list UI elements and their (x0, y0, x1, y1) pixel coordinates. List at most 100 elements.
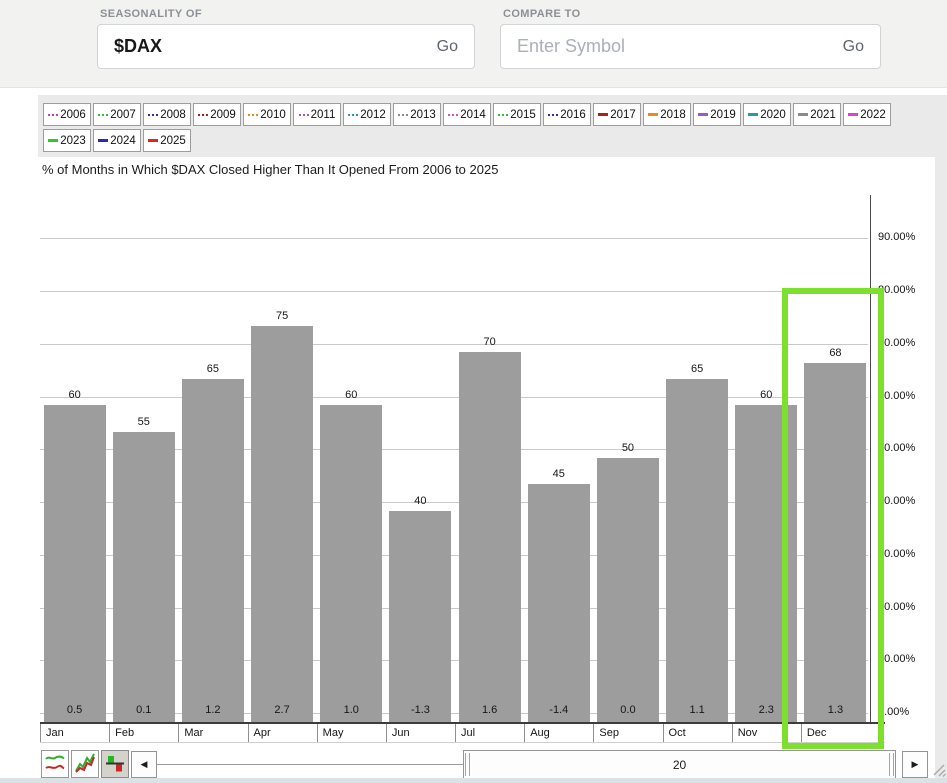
chart-toolbar: ◀ 20 ▶ (38, 747, 935, 779)
year-label: 2020 (760, 108, 786, 121)
y-axis-tick-label: 0.00% (878, 706, 910, 718)
y-axis-tick-label: 40.00% (878, 495, 916, 507)
month-label-dec: Dec (800, 724, 885, 742)
y-axis-tick-label: 70.00% (878, 336, 916, 349)
bar-value-label: 50 (621, 442, 635, 454)
seasonality-chart-panel: 2006 2007 2008 2009 2010 2011 2012 2013 2014 2015… (38, 95, 935, 779)
year-toggle-2015[interactable]: 2015 (493, 103, 541, 126)
year-label: 2006 (60, 108, 86, 121)
year-label: 2019 (710, 108, 736, 121)
year-label: 2025 (160, 134, 186, 147)
year-toggle-2010[interactable]: 2010 (243, 103, 291, 126)
bar-value-label: 65 (206, 363, 220, 375)
thumb-grip-left-icon (465, 753, 470, 776)
year-line-swatch (598, 113, 609, 116)
month-label-jan: Jan (40, 724, 109, 742)
year-label: 2017 (610, 108, 636, 121)
year-toggle-2022[interactable]: 2022 (843, 103, 891, 126)
seasonality-of-label: SEASONALITY OF (100, 8, 202, 20)
year-label: 2015 (510, 108, 536, 121)
bar-view-button[interactable] (101, 750, 129, 778)
year-label: 2022 (860, 108, 886, 121)
year-toggle-2012[interactable]: 2012 (343, 103, 391, 126)
bar-value-label: 55 (137, 416, 150, 428)
year-line-swatch (148, 113, 159, 116)
year-toggle-2025[interactable]: 2025 (143, 129, 191, 152)
y-axis-tick-label: 80.00% (878, 284, 916, 296)
year-toggle-2009[interactable]: 2009 (193, 103, 241, 126)
scroll-right-button[interactable]: ▶ (902, 751, 928, 778)
month-axis-row: Jan Feb Mar Apr May Jun Jul Aug Sep Oct Nov Dec (40, 724, 885, 743)
year-line-swatch (748, 113, 759, 116)
year-label: 2008 (160, 108, 186, 121)
bar-mar (181, 379, 244, 722)
avg-change-label: 1.3 (827, 704, 844, 716)
bar-jul (458, 352, 521, 722)
bar-value-label: 65 (690, 363, 704, 375)
year-toggle-2006[interactable]: 2006 (43, 103, 91, 126)
month-label-sep: Sep (593, 724, 662, 742)
year-toggle-2023[interactable]: 2023 (43, 129, 91, 152)
year-toggle-2011[interactable]: 2011 (293, 103, 341, 126)
avg-change-label: 2.3 (758, 704, 774, 716)
compare-symbol-input[interactable] (517, 36, 833, 57)
year-toggle-2016[interactable]: 2016 (543, 103, 591, 126)
year-line-swatch (48, 139, 59, 142)
right-arrow-icon: ▶ (911, 759, 919, 770)
month-label-apr: Apr (247, 724, 317, 742)
year-toggle-2021[interactable]: 2021 (793, 103, 841, 126)
scrollbar-value: 20 (672, 757, 687, 772)
right-margin (935, 95, 947, 778)
bar-apr (251, 326, 313, 722)
avg-change-label: 0.5 (66, 704, 83, 716)
gridline-30.00% (40, 554, 868, 556)
symbol-go-button[interactable]: Go (436, 37, 458, 55)
cumulative-view-button[interactable] (71, 750, 99, 778)
year-toggle-2013[interactable]: 2013 (393, 103, 441, 126)
month-label-jun: Jun (385, 724, 455, 742)
resize-handle-icon[interactable] (931, 762, 946, 777)
avg-change-label: -1.3 (410, 704, 430, 716)
bar-may (320, 405, 383, 722)
gridline-10.00% (40, 660, 868, 662)
lines-view-button[interactable] (41, 750, 69, 778)
avg-change-label: 0.0 (620, 704, 636, 716)
year-toggle-2014[interactable]: 2014 (443, 103, 491, 126)
year-toggle-2017[interactable]: 2017 (593, 103, 641, 126)
bar-value-label: 60 (760, 389, 773, 401)
gridline-50.00% (40, 449, 868, 451)
year-legend: 2006 2007 2008 2009 2010 2011 2012 2013 2014 2015… (43, 103, 905, 155)
month-label-may: May (316, 724, 386, 742)
year-toggle-2018[interactable]: 2018 (643, 103, 691, 126)
gridline-0.00% (40, 713, 868, 714)
avg-change-label: 1.2 (205, 704, 221, 716)
year-toggle-2019[interactable]: 2019 (693, 103, 741, 126)
bar-sep (596, 458, 659, 722)
year-line-swatch (298, 113, 309, 116)
y-axis-tick-label: 30.00% (878, 547, 916, 560)
scrollbar-thumb[interactable]: 20 (463, 750, 896, 779)
year-label: 2023 (60, 134, 86, 147)
cumulative-lines-icon (74, 752, 96, 777)
bar-jan (43, 405, 106, 722)
year-toggle-2007[interactable]: 2007 (93, 103, 141, 126)
compare-field-group: COMPARE TO Go (500, 6, 881, 69)
compare-go-button[interactable]: Go (842, 37, 864, 55)
scroll-left-button[interactable]: ◀ (131, 751, 157, 778)
symbol-input[interactable] (114, 36, 427, 57)
avg-change-label: 1.1 (689, 704, 705, 716)
year-toggle-2020[interactable]: 2020 (743, 103, 791, 126)
scrollbar-track[interactable] (157, 764, 463, 765)
bar-value-label: 68 (829, 347, 842, 359)
year-line-swatch (198, 113, 209, 116)
x-axis-line (40, 722, 885, 724)
year-line-swatch (48, 113, 59, 116)
avg-change-label: 1.0 (343, 704, 359, 716)
year-line-swatch (648, 113, 659, 116)
year-line-swatch (698, 113, 709, 116)
y-axis-tick-label: 20.00% (878, 600, 916, 613)
year-toggle-2024[interactable]: 2024 (93, 129, 141, 152)
year-toggle-2008[interactable]: 2008 (143, 103, 191, 126)
bar-chart-icon (104, 752, 126, 777)
